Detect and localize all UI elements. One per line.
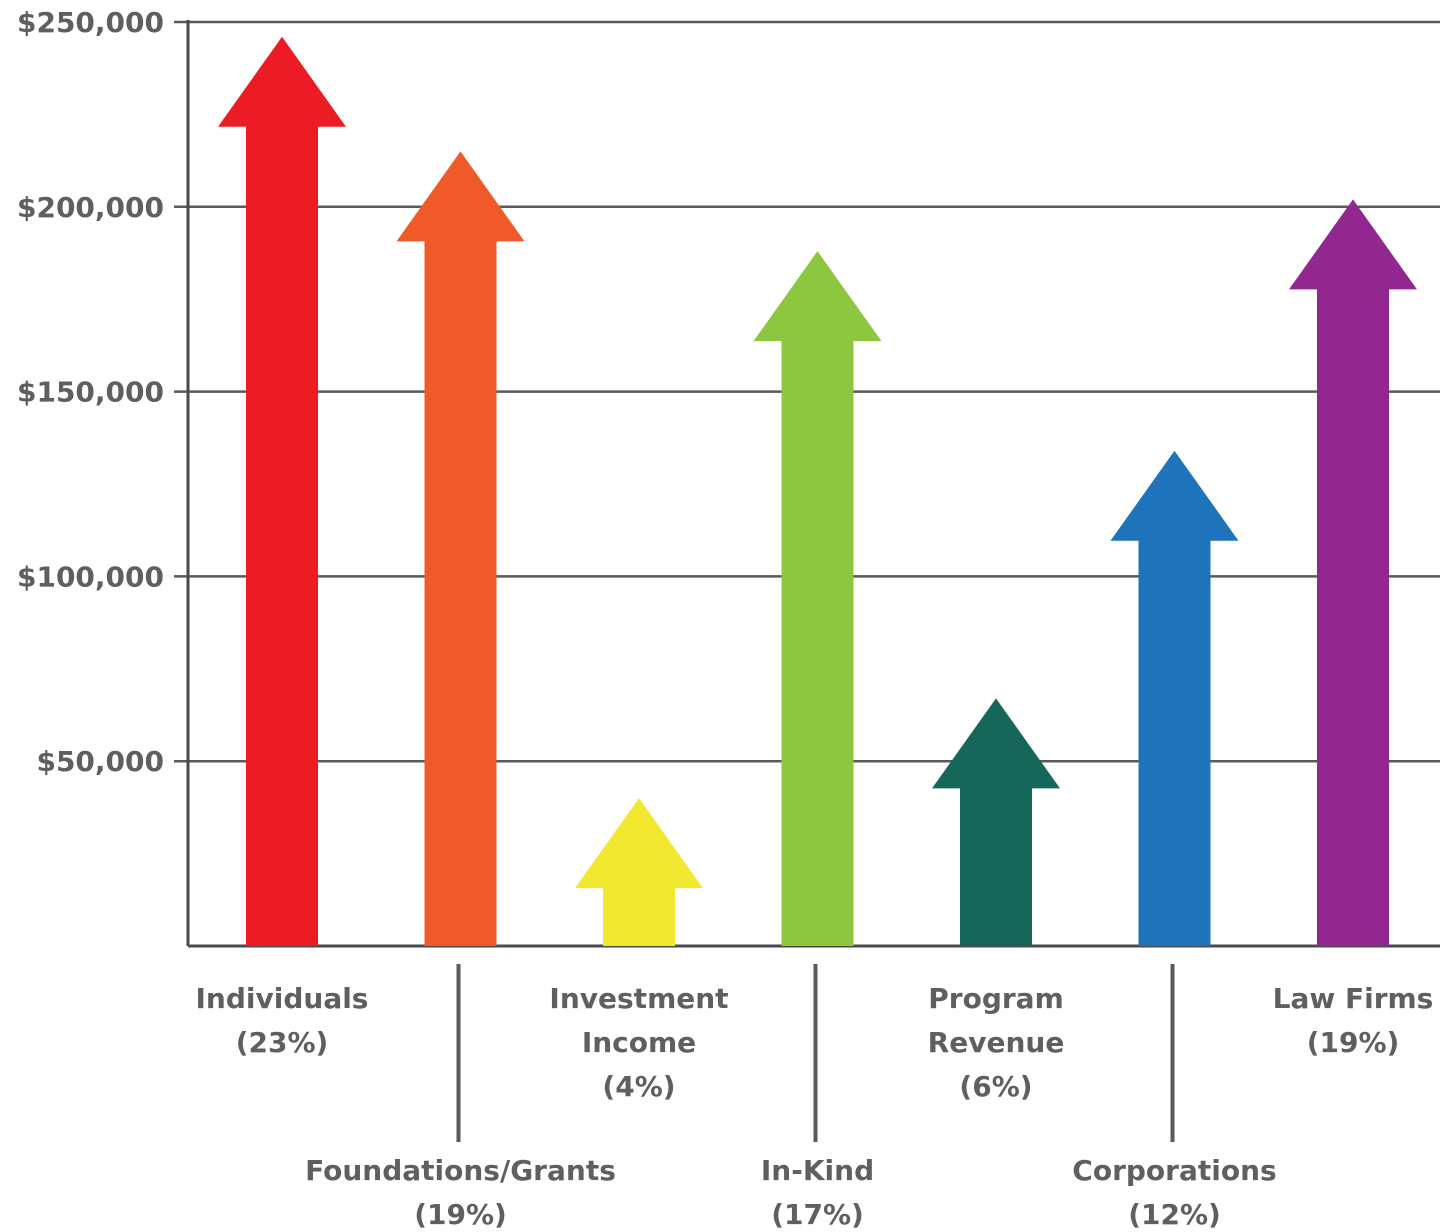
category-label-investment-income: Investment Income (4%) bbox=[549, 982, 728, 1103]
category-label-line: Individuals bbox=[196, 982, 369, 1015]
category-label-line: (12%) bbox=[1128, 1198, 1221, 1231]
category-label-line: (6%) bbox=[959, 1070, 1032, 1103]
category-label-line: Revenue bbox=[928, 1026, 1065, 1059]
category-label-program-revenue: Program Revenue (6%) bbox=[928, 982, 1065, 1103]
category-labels: Individuals (23%) Foundations/Grants (19%) I… bbox=[196, 982, 1434, 1231]
category-label-individuals: Individuals (23%) bbox=[196, 982, 369, 1059]
category-label-line: (23%) bbox=[236, 1026, 329, 1059]
category-label-line: Corporations bbox=[1072, 1154, 1276, 1187]
y-tick-label: $250,000 bbox=[17, 6, 164, 39]
category-label-corporations: Corporations (12%) bbox=[1072, 1154, 1276, 1231]
bar-arrow-individuals bbox=[218, 36, 346, 947]
category-label-line: Program bbox=[928, 982, 1064, 1015]
bar-arrow-foundations-grants bbox=[396, 151, 525, 947]
arrow-bars bbox=[218, 36, 1417, 947]
category-label-line: (4%) bbox=[602, 1070, 675, 1103]
y-tick-label: $50,000 bbox=[36, 745, 164, 778]
bar-arrow-law-firms bbox=[1289, 199, 1417, 946]
category-label-line: Law Firms bbox=[1273, 982, 1434, 1015]
category-label-law-firms: Law Firms (19%) bbox=[1273, 982, 1434, 1059]
bar-arrow-investment-income bbox=[575, 798, 703, 946]
category-label-line: (19%) bbox=[414, 1198, 507, 1231]
bar-arrow-in-kind bbox=[753, 251, 882, 947]
category-label-foundations-grants: Foundations/Grants (19%) bbox=[305, 1154, 616, 1231]
category-label-line: (17%) bbox=[771, 1198, 864, 1231]
y-tick-label: $100,000 bbox=[17, 560, 164, 593]
bar-arrow-program-revenue bbox=[932, 698, 1060, 946]
category-label-line: In-Kind bbox=[761, 1154, 874, 1187]
category-label-line: Income bbox=[582, 1026, 696, 1059]
label-connectors bbox=[456, 964, 1175, 1142]
y-axis-tick-labels: $50,000 $100,000 $150,000 $200,000 $250,000 bbox=[17, 6, 164, 778]
y-tick-label: $150,000 bbox=[17, 376, 164, 409]
category-label-line: (19%) bbox=[1307, 1026, 1400, 1059]
category-label-line: Investment bbox=[549, 982, 728, 1015]
category-label-line: Foundations/Grants bbox=[305, 1154, 616, 1187]
category-label-in-kind: In-Kind (17%) bbox=[761, 1154, 874, 1231]
bar-arrow-corporations bbox=[1110, 450, 1239, 946]
y-tick-label: $200,000 bbox=[17, 191, 164, 224]
